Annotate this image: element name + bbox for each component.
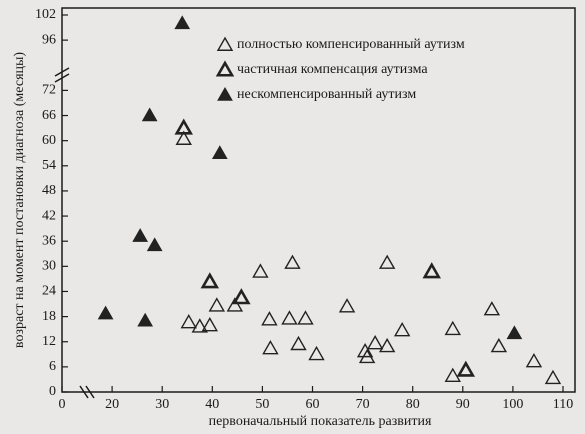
- data-point: [544, 369, 562, 385]
- data-point: [200, 272, 220, 289]
- y-tick-label: 36: [42, 233, 56, 248]
- y-tick-label: 30: [42, 259, 56, 274]
- data-point: [137, 312, 154, 327]
- data-point: [366, 334, 384, 350]
- data-point: [174, 15, 191, 30]
- x-tick-label: 80: [406, 397, 420, 412]
- data-point: [378, 337, 396, 353]
- y-axis-break: [54, 67, 70, 83]
- y-tick-label: 12: [42, 334, 56, 349]
- data-point: [191, 318, 208, 333]
- y-tick-label: 24: [42, 284, 56, 299]
- data-point: [180, 314, 197, 329]
- data-point: [261, 311, 278, 326]
- data-point: [444, 367, 461, 383]
- y-tick-label: 102: [35, 7, 56, 22]
- x-tick-label: 60: [306, 397, 320, 412]
- data-point: [132, 228, 149, 242]
- x-tick-label: 90: [456, 397, 470, 412]
- y-tick-label: 96: [42, 32, 56, 47]
- y-tick-label: 72: [42, 83, 56, 98]
- data-point: [378, 254, 396, 269]
- legend-label: нескомпенсированный аутизм: [237, 87, 416, 102]
- data-point: [490, 337, 508, 353]
- data-point: [97, 305, 114, 320]
- data-point: [308, 345, 325, 361]
- x-axis-break: [79, 385, 95, 399]
- data-point: [252, 263, 269, 278]
- data-point: [358, 348, 376, 364]
- legend-marker: [216, 36, 234, 51]
- x-axis-label: первоначальный показатель развития: [209, 414, 432, 429]
- data-point: [281, 310, 298, 325]
- data-point: [356, 342, 374, 358]
- y-tick-label: 54: [42, 158, 56, 173]
- y-axis-label: возраст на момент постановки диагноза (м…: [12, 52, 27, 348]
- data-point: [393, 322, 411, 337]
- data-point: [506, 325, 523, 340]
- data-point: [525, 353, 543, 368]
- legend-label: полностью компенсированный аутизм: [237, 37, 465, 52]
- x-tick-label: 40: [205, 397, 219, 412]
- data-point: [338, 298, 356, 313]
- x-tick-label: 50: [255, 397, 269, 412]
- data-point: [456, 360, 476, 377]
- legend-marker: [215, 60, 235, 77]
- data-point: [174, 118, 193, 135]
- x-tick-label: 110: [553, 397, 573, 412]
- x-tick-label: 70: [356, 397, 370, 412]
- x-tick-label: 100: [502, 397, 523, 412]
- data-point: [232, 288, 251, 305]
- data-point: [146, 237, 163, 252]
- y-tick-label: 60: [42, 133, 56, 148]
- y-tick-label: 0: [49, 384, 56, 399]
- data-point: [297, 310, 314, 325]
- data-point: [175, 130, 192, 145]
- y-tick-label: 42: [42, 208, 56, 223]
- x-tick-label: 0: [59, 397, 66, 412]
- data-point: [208, 297, 226, 312]
- data-point: [284, 254, 301, 269]
- y-tick-label: 6: [49, 359, 56, 374]
- data-point: [290, 335, 307, 351]
- data-point: [201, 316, 219, 332]
- data-point: [226, 297, 244, 312]
- y-tick-label: 48: [42, 183, 56, 198]
- plot-frame: [61, 7, 576, 393]
- y-tick-label: 66: [42, 108, 56, 123]
- data-point: [483, 301, 501, 316]
- data-point: [422, 262, 441, 279]
- y-tick-label: 18: [42, 309, 56, 324]
- x-tick-label: 20: [105, 397, 119, 412]
- data-point: [211, 145, 228, 159]
- legend-marker: [217, 86, 233, 101]
- data-point: [444, 320, 461, 336]
- data-point: [141, 107, 158, 122]
- data-point: [262, 340, 279, 355]
- legend-label: частичная компенсация аутизма: [237, 62, 428, 77]
- x-tick-label: 30: [155, 397, 169, 412]
